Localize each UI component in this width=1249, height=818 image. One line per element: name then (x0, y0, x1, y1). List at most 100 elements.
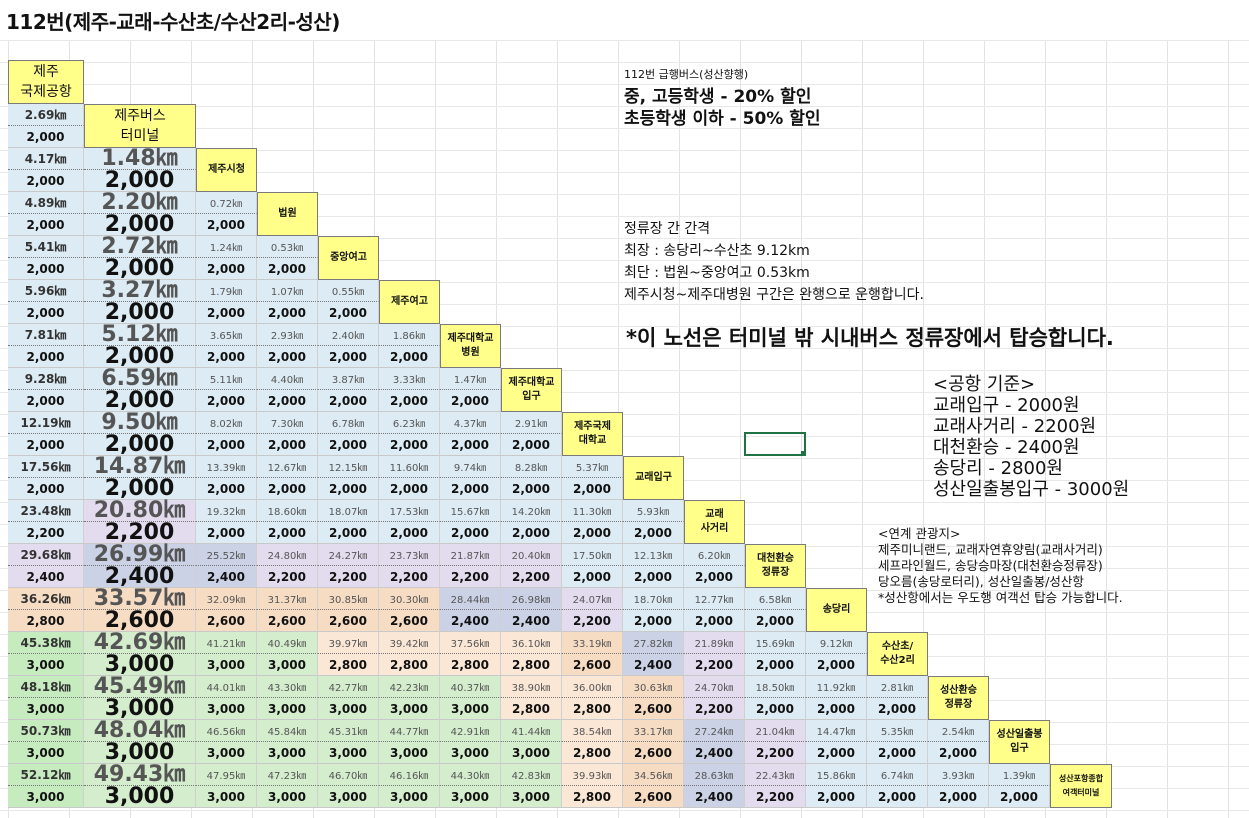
distance-cell[interactable]: 23.73㎞ (379, 544, 440, 566)
distance-cell[interactable]: 18.70㎞ (623, 588, 684, 610)
fare-cell[interactable]: 3,000 (84, 786, 196, 808)
fare-cell[interactable]: 2,000 (501, 434, 562, 456)
fare-cell[interactable]: 2,400 (8, 566, 84, 588)
fare-cell[interactable]: 3,000 (84, 654, 196, 676)
fare-cell[interactable]: 3,000 (196, 742, 257, 764)
fare-cell[interactable]: 3,000 (440, 698, 501, 720)
distance-cell[interactable]: 4.17㎞ (8, 148, 84, 170)
distance-cell[interactable]: 21.04㎞ (745, 720, 806, 742)
distance-cell[interactable]: 39.42㎞ (379, 632, 440, 654)
distance-cell[interactable]: 41.44㎞ (501, 720, 562, 742)
fare-cell[interactable]: 2,800 (440, 654, 501, 676)
distance-cell[interactable]: 8.28㎞ (501, 456, 562, 478)
distance-cell[interactable]: 9.50㎞ (84, 412, 196, 434)
distance-cell[interactable]: 24.27㎞ (318, 544, 379, 566)
distance-cell[interactable]: 48.18㎞ (8, 676, 84, 698)
distance-cell[interactable]: 2.69㎞ (8, 104, 84, 126)
distance-cell[interactable]: 18.07㎞ (318, 500, 379, 522)
distance-cell[interactable]: 18.50㎞ (745, 676, 806, 698)
fare-cell[interactable]: 2,000 (806, 786, 867, 808)
distance-cell[interactable]: 34.56㎞ (623, 764, 684, 786)
distance-cell[interactable]: 0.53㎞ (257, 236, 318, 258)
fare-cell[interactable]: 2,800 (562, 698, 623, 720)
stop-header[interactable]: 성산포항종합 여객터미널 (1050, 764, 1112, 808)
distance-cell[interactable]: 0.55㎞ (318, 280, 379, 302)
fare-cell[interactable]: 2,400 (84, 566, 196, 588)
fare-cell[interactable]: 3,000 (196, 698, 257, 720)
fare-cell[interactable]: 2,000 (867, 742, 928, 764)
distance-cell[interactable]: 47.23㎞ (257, 764, 318, 786)
distance-cell[interactable]: 50.73㎞ (8, 720, 84, 742)
fare-cell[interactable]: 2,400 (623, 654, 684, 676)
distance-cell[interactable]: 12.15㎞ (318, 456, 379, 478)
distance-cell[interactable]: 2.20㎞ (84, 192, 196, 214)
distance-cell[interactable]: 42.69㎞ (84, 632, 196, 654)
distance-cell[interactable]: 6.58㎞ (745, 588, 806, 610)
fare-cell[interactable]: 2,000 (196, 434, 257, 456)
distance-cell[interactable]: 15.67㎞ (440, 500, 501, 522)
fare-cell[interactable]: 2,800 (562, 786, 623, 808)
fare-cell[interactable]: 2,000 (196, 478, 257, 500)
distance-cell[interactable]: 2.93㎞ (257, 324, 318, 346)
distance-cell[interactable]: 2.72㎞ (84, 236, 196, 258)
stop-header[interactable]: 성산일출봉 입구 (989, 720, 1050, 764)
distance-cell[interactable]: 42.77㎞ (318, 676, 379, 698)
distance-cell[interactable]: 5.37㎞ (562, 456, 623, 478)
distance-cell[interactable]: 14.87㎞ (84, 456, 196, 478)
fare-cell[interactable]: 2,600 (623, 786, 684, 808)
stop-header[interactable]: 성산환승 정류장 (928, 676, 989, 720)
fare-cell[interactable]: 2,000 (867, 698, 928, 720)
fare-cell[interactable]: 2,000 (379, 522, 440, 544)
fare-cell[interactable]: 2,200 (745, 742, 806, 764)
distance-cell[interactable]: 6.74㎞ (867, 764, 928, 786)
fare-cell[interactable]: 2,000 (318, 302, 379, 324)
fare-cell[interactable]: 2,000 (867, 786, 928, 808)
distance-cell[interactable]: 11.60㎞ (379, 456, 440, 478)
fare-cell[interactable]: 2,000 (84, 258, 196, 280)
fare-cell[interactable]: 2,400 (196, 566, 257, 588)
fare-cell[interactable]: 2,200 (501, 566, 562, 588)
fare-cell[interactable]: 2,200 (562, 610, 623, 632)
distance-cell[interactable]: 4.40㎞ (257, 368, 318, 390)
distance-cell[interactable]: 0.72㎞ (196, 192, 257, 214)
distance-cell[interactable]: 2.81㎞ (867, 676, 928, 698)
distance-cell[interactable]: 40.49㎞ (257, 632, 318, 654)
distance-cell[interactable]: 9.12㎞ (806, 632, 867, 654)
fare-cell[interactable]: 3,000 (8, 654, 84, 676)
distance-cell[interactable]: 39.97㎞ (318, 632, 379, 654)
fare-cell[interactable]: 2,000 (379, 346, 440, 368)
distance-cell[interactable]: 42.23㎞ (379, 676, 440, 698)
distance-cell[interactable]: 1.86㎞ (379, 324, 440, 346)
fare-cell[interactable]: 2,000 (745, 698, 806, 720)
fare-cell[interactable]: 3,000 (257, 654, 318, 676)
stop-header[interactable]: 제주 국제공항 (8, 60, 84, 104)
stop-header[interactable]: 법원 (257, 192, 318, 236)
fare-cell[interactable]: 2,000 (806, 698, 867, 720)
distance-cell[interactable]: 33.57㎞ (84, 588, 196, 610)
fare-cell[interactable]: 2,000 (196, 522, 257, 544)
fare-cell[interactable]: 2,200 (684, 698, 745, 720)
distance-cell[interactable]: 46.16㎞ (379, 764, 440, 786)
distance-cell[interactable]: 39.93㎞ (562, 764, 623, 786)
distance-cell[interactable]: 33.17㎞ (623, 720, 684, 742)
distance-cell[interactable]: 5.96㎞ (8, 280, 84, 302)
distance-cell[interactable]: 1.48㎞ (84, 148, 196, 170)
distance-cell[interactable]: 43.30㎞ (257, 676, 318, 698)
fare-cell[interactable]: 2,000 (196, 258, 257, 280)
fare-cell[interactable]: 2,000 (562, 566, 623, 588)
fare-cell[interactable]: 3,000 (501, 786, 562, 808)
distance-cell[interactable]: 24.70㎞ (684, 676, 745, 698)
fare-cell[interactable]: 2,000 (684, 610, 745, 632)
distance-cell[interactable]: 14.47㎞ (806, 720, 867, 742)
fare-cell[interactable]: 2,600 (623, 698, 684, 720)
fare-cell[interactable]: 2,000 (318, 522, 379, 544)
fare-cell[interactable]: 2,000 (379, 478, 440, 500)
fare-cell[interactable]: 2,600 (379, 610, 440, 632)
fare-cell[interactable]: 2,000 (257, 346, 318, 368)
distance-cell[interactable]: 6.23㎞ (379, 412, 440, 434)
stop-header[interactable]: 교래 사거리 (684, 500, 745, 544)
fare-cell[interactable]: 2,000 (318, 390, 379, 412)
fare-cell[interactable]: 2,000 (8, 390, 84, 412)
distance-cell[interactable]: 24.07㎞ (562, 588, 623, 610)
fare-cell[interactable]: 3,000 (8, 742, 84, 764)
